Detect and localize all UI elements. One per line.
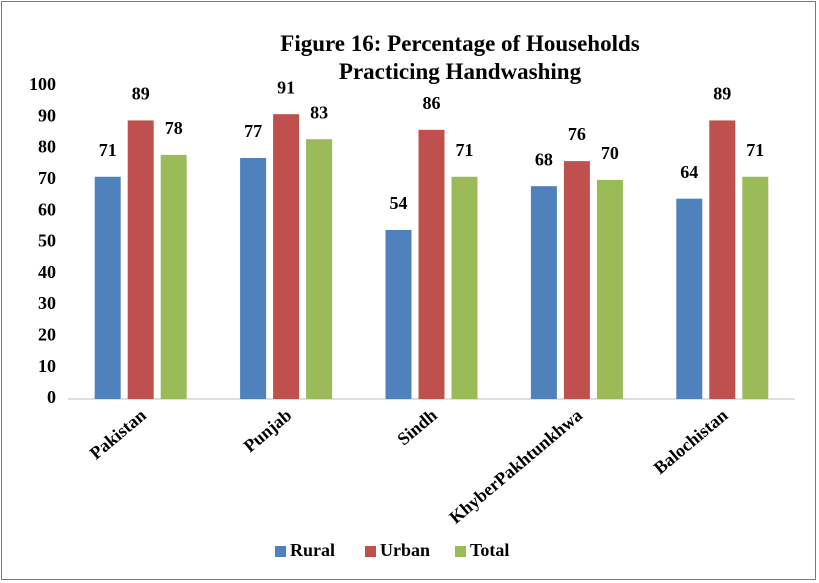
legend-swatch [365,546,376,557]
data-label: 86 [423,93,441,113]
bar [240,157,267,399]
bar [160,154,187,399]
legend-label: Total [470,540,509,560]
legend-swatch [455,546,466,557]
bar [127,120,154,400]
y-tick-label: 50 [38,231,56,251]
y-tick-label: 40 [38,262,56,282]
y-tick-label: 10 [38,356,56,376]
x-tick-label: KhyberPakhtunkhwa [445,405,586,528]
bar [94,176,121,399]
bar [742,176,769,399]
y-tick-label: 100 [29,74,56,94]
data-label: 64 [680,162,698,182]
data-label: 54 [390,193,408,213]
data-label: 78 [165,118,183,138]
y-tick-label: 70 [38,168,56,188]
y-tick-label: 30 [38,293,56,313]
y-tick-label: 90 [38,105,56,125]
bar [306,139,333,399]
y-tick-label: 80 [38,137,56,157]
data-label: 71 [456,140,474,160]
x-tick-label: Sindh [393,405,440,449]
data-label: 76 [568,124,586,144]
bar [418,129,445,399]
bar [563,161,590,399]
chart-title: Figure 16: Percentage of Households Prac… [280,31,640,84]
y-tick-label: 0 [47,387,56,407]
x-tick-label: Balochistan [650,405,732,478]
data-label: 89 [713,84,731,104]
y-tick-label: 20 [38,325,56,345]
legend-label: Rural [290,540,335,560]
bar [709,120,736,400]
x-tick-label: Punjab [240,405,296,456]
data-label: 70 [601,143,619,163]
data-label: 91 [277,77,295,97]
legend-swatch [275,546,286,557]
data-label: 83 [310,102,328,122]
data-label: 77 [244,121,262,141]
data-label: 71 [99,140,117,160]
legend-label: Urban [380,540,430,560]
data-label: 68 [535,149,553,169]
bar [385,229,412,399]
bar [596,179,623,399]
data-label: 71 [746,140,764,160]
bar [530,186,557,399]
bar [451,176,478,399]
x-tick-label: Pakistan [86,405,150,463]
bar [273,114,300,400]
data-label: 89 [132,84,150,104]
y-tick-label: 60 [38,199,56,219]
bar [676,198,703,399]
